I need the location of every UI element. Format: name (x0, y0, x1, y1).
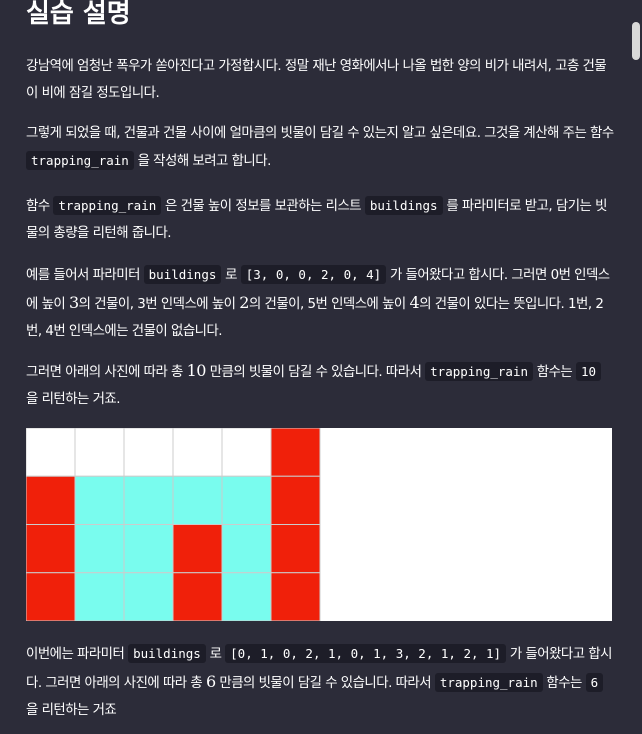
text: 의 건물이, 3번 인덱스에 높이 (78, 297, 240, 312)
text: 그러면 아래의 사진에 따라 총 (26, 365, 187, 380)
code-param-name: buildings (128, 644, 206, 663)
paragraph-intro: 강남역에 엄청난 폭우가 쏟아진다고 가정합시다. 정말 재난 영화에서나 나올… (26, 53, 616, 107)
paragraph-example1: 예를 들어서 파라미터 buildings 로 [3, 0, 0, 2, 0, … (26, 261, 616, 345)
code-function-name: trapping_rain (53, 196, 162, 215)
water-cell (123, 572, 174, 621)
water-cell (221, 572, 272, 621)
water-cell (74, 524, 125, 574)
code-function-name: trapping_rain (434, 673, 543, 692)
text: 함수는 (533, 365, 576, 380)
water-cell (221, 524, 272, 574)
text: 를 파라미터로 받고, 담기는 빗물의 총량을 리턴해 줍니다. (26, 199, 607, 241)
rain-water-grid (26, 428, 321, 621)
water-cell (74, 475, 125, 525)
text: 을 작성해 보려고 합니다. (133, 154, 272, 169)
math-number: 10 (186, 361, 207, 380)
empty-cell (26, 428, 76, 477)
rain-water-diagram (26, 428, 612, 621)
math-number: 6 (205, 672, 216, 691)
building-cell (26, 572, 76, 621)
empty-cell (123, 428, 174, 477)
code-return-value: 6 (585, 673, 604, 692)
building-cell (270, 475, 321, 525)
building-cell (270, 524, 321, 574)
text: 가 들어왔다고 합시다. 그러면 아래의 사진에 따라 총 (26, 647, 612, 691)
paragraph-result1: 그러면 아래의 사진에 따라 총 10 만큼의 빗물이 담길 수 있습니다. 따… (26, 357, 616, 413)
math-number: 4 (409, 293, 420, 312)
text: 이번에는 파라미터 (26, 647, 129, 662)
text: 을 리턴하는 거죠. (26, 392, 121, 407)
text: 의 건물이 있다는 뜻입니다. 1번, 2번, 4번 인덱스에는 건물이 없습니… (26, 297, 604, 339)
text: 가 들어왔다고 합시다. 그러면 0번 인덱스에 높이 (26, 268, 610, 312)
text: 만큼의 빗물이 담길 수 있습니다. 따라서 (205, 365, 426, 380)
scrollbar-thumb[interactable] (632, 22, 640, 60)
empty-cell (74, 428, 125, 477)
text: 을 리턴하는 거죠 (26, 703, 117, 718)
math-number: 3 (68, 293, 79, 312)
code-param-name: buildings (143, 265, 222, 284)
building-cell (172, 572, 223, 621)
water-cell (172, 475, 223, 525)
page-title: 실습 설명 (26, 0, 131, 29)
text: 함수는 (542, 676, 586, 691)
text: 그렇게 되었을 때, 건물과 건물 사이에 얼마큼의 빗물이 담길 수 있는지 … (26, 126, 614, 141)
text: 의 건물이, 5번 인덱스에 높이 (248, 297, 410, 312)
paragraph-function-desc: 함수 trapping_rain 은 건물 높이 정보를 보관하는 리스트 bu… (26, 192, 616, 247)
building-cell (270, 572, 321, 621)
paragraph-example2: 이번에는 파라미터 buildings 로 [0, 1, 0, 2, 1, 0,… (26, 640, 616, 724)
empty-cell (221, 428, 272, 477)
text: 함수 (26, 199, 54, 214)
scrollbar[interactable] (628, 0, 642, 734)
math-number: 2 (239, 293, 249, 312)
text: 은 건물 높이 정보를 보관하는 리스트 (161, 199, 365, 214)
code-function-name: trapping_rain (425, 362, 533, 381)
building-cell (270, 428, 321, 477)
code-list-literal: [3, 0, 0, 2, 0, 4] (240, 265, 387, 284)
empty-cell (172, 428, 223, 477)
water-cell (221, 475, 272, 525)
code-return-value: 10 (575, 362, 602, 381)
water-cell (123, 524, 174, 574)
text: 예를 들어서 파라미터 (26, 268, 144, 283)
building-cell (172, 524, 223, 574)
building-cell (26, 475, 76, 525)
code-function-name: trapping_rain (26, 151, 134, 170)
paragraph-goal: 그렇게 되었을 때, 건물과 건물 사이에 얼마큼의 빗물이 담길 수 있는지 … (26, 120, 616, 175)
water-cell (123, 475, 174, 525)
text: 만큼의 빗물이 담길 수 있습니다. 따라서 (215, 676, 435, 691)
text: 로 (205, 647, 226, 662)
text: 강남역에 엄청난 폭우가 쏟아진다고 가정합시다. 정말 재난 영화에서나 나올… (26, 59, 607, 101)
text: 로 (221, 268, 241, 283)
code-param-name: buildings (364, 196, 443, 215)
water-cell (74, 572, 125, 621)
code-list-literal: [0, 1, 0, 2, 1, 0, 1, 3, 2, 1, 2, 1] (225, 644, 507, 663)
building-cell (26, 524, 76, 574)
